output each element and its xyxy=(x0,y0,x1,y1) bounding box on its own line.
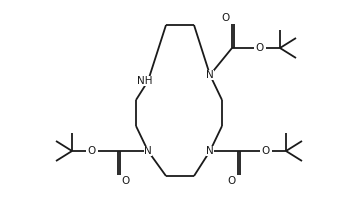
Text: O: O xyxy=(228,176,236,186)
Text: O: O xyxy=(88,146,96,156)
Text: N: N xyxy=(206,70,214,80)
Text: O: O xyxy=(262,146,270,156)
Text: O: O xyxy=(256,43,264,53)
Text: NH: NH xyxy=(137,76,153,86)
Text: O: O xyxy=(222,13,230,23)
Text: N: N xyxy=(144,146,152,156)
Text: O: O xyxy=(122,176,130,186)
Text: N: N xyxy=(206,146,214,156)
